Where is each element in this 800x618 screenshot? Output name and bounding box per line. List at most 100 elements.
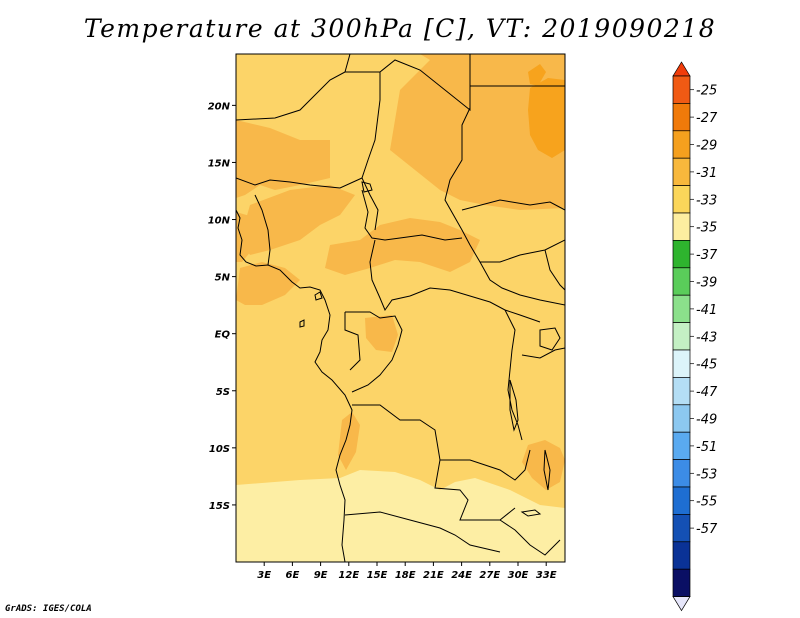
colorbar-label: -39 (696, 276, 717, 291)
field-minus29-north (236, 54, 565, 210)
chart-title: Temperature at 300hPa [C], VT: 201909021… (83, 14, 717, 43)
colorbar-label: -53 (696, 467, 717, 482)
border-car-drc (409, 287, 541, 323)
colorbar-swatch (672, 568, 691, 597)
lat-tick-label: 20N (208, 101, 231, 112)
border-nigeria (361, 189, 463, 241)
border-sahel-2 (254, 194, 271, 266)
colorbar: -25 -27 -29 -31 -33 -35 -37 -39 -41 -43 -45 -47 -49 -… (672, 61, 718, 612)
colorbar-swatch (672, 157, 691, 186)
colorbar-label: -41 (696, 303, 717, 318)
island-bioko (314, 291, 323, 301)
colorbar-label: -55 (696, 495, 717, 510)
border-gabon (344, 312, 361, 371)
border-libya-chad (444, 54, 565, 306)
colorbar-swatch (672, 349, 691, 378)
colorbar-swatch (672, 130, 691, 159)
lat-tick-label: 10S (209, 444, 230, 455)
lon-tick-label: 6E (286, 570, 300, 581)
colorbar-swatch (672, 267, 691, 296)
border-ethiopia (544, 249, 565, 291)
lon-tick-label: 18E (395, 570, 416, 581)
field-minus29-angola-west (338, 412, 360, 470)
colorbar-label: -47 (696, 385, 718, 400)
colorbar-label: -37 (696, 248, 718, 263)
colorbar-swatch (672, 377, 691, 406)
lat-tick-label: EQ (215, 330, 231, 341)
border-congo (345, 311, 403, 393)
field-minus33-south (236, 470, 565, 562)
colorbar-label: -43 (696, 330, 717, 345)
border-north-2 (345, 71, 381, 231)
coastline-west (236, 209, 353, 562)
colorbar-label: -35 (696, 221, 717, 236)
colorbar-label: -25 (696, 84, 717, 99)
field-minus27-northeast (528, 78, 565, 158)
colorbar-label: -45 (696, 358, 717, 373)
field-minus29-east (522, 440, 565, 490)
border-east (521, 347, 565, 359)
colorbar-swatch (672, 486, 691, 515)
colorbar-swatch (672, 185, 691, 214)
grads-credit: GrADS: IGES/COLA (5, 604, 92, 614)
colorbar-swatch (672, 514, 691, 543)
colorbar-label: -29 (696, 139, 717, 154)
border-zim (499, 519, 561, 556)
border-zambia (440, 449, 531, 481)
colorbar-swatch (672, 240, 691, 269)
field-minus29-gulf (236, 262, 300, 305)
lon-tick-label: 12E (338, 570, 359, 581)
colorbar-bottom-arrow (672, 596, 691, 612)
border-sahel-1 (236, 177, 363, 189)
lon-tick-label: 3E (257, 570, 271, 581)
colorbar-label: -33 (696, 193, 717, 208)
lake-tanganyika (509, 379, 519, 432)
colorbar-swatch (672, 541, 691, 570)
colorbar-label: -57 (696, 522, 718, 537)
border-southsudan (480, 239, 565, 263)
border-sudan (461, 199, 565, 211)
colorbar-swatch (672, 75, 691, 104)
field-minus29-gabon (365, 315, 398, 352)
colorbar-swatch (672, 212, 691, 241)
border-north-1 (236, 54, 351, 121)
lake-malawi (543, 449, 551, 491)
latitude-axis: 20N 15N 10N 5N EQ 5S 10S 15S (208, 101, 236, 512)
lat-tick-label: 5S (216, 387, 230, 398)
map-frame (235, 53, 566, 563)
field-minus29-west-sahel (236, 120, 330, 198)
coastlines-borders (236, 54, 565, 562)
lon-tick-label: 30E (508, 570, 529, 581)
longitude-axis: 3E 6E 9E 12E 15E 18E 21E 24E 27E 30E 33E (257, 562, 557, 581)
lon-tick-label: 33E (536, 570, 557, 581)
colorbar-label: -31 (696, 166, 717, 181)
border-namibia (344, 511, 501, 553)
lat-tick-label: 5N (215, 273, 231, 284)
colorbar-swatch (672, 459, 691, 488)
border-angola-drc (352, 404, 516, 521)
field-minus29-far-west (236, 212, 252, 262)
lat-tick-label: 15N (208, 158, 231, 169)
lon-tick-label: 21E (423, 570, 444, 581)
lake-chad (361, 181, 373, 193)
island-saotome (299, 319, 305, 328)
lake-kariba (520, 509, 542, 517)
lon-tick-label: 27E (479, 570, 500, 581)
colorbar-label: -49 (696, 413, 717, 428)
field-minus27-tip (528, 64, 546, 86)
colorbar-swatch (672, 322, 691, 351)
lat-tick-label: 15S (209, 501, 230, 512)
border-cameroon (369, 239, 411, 312)
colorbar-swatch (672, 294, 691, 323)
colorbar-label: -27 (696, 111, 718, 126)
lon-tick-label: 9E (314, 570, 328, 581)
lon-tick-label: 24E (451, 570, 472, 581)
lake-victoria (539, 327, 561, 351)
colorbar-top-arrow (672, 61, 691, 77)
colorbar-swatch (672, 431, 691, 460)
field-minus29-nigeria-chad (325, 218, 480, 275)
lat-tick-label: 10N (208, 216, 231, 227)
colorbar-swatch (672, 404, 691, 433)
temperature-field (236, 54, 565, 562)
